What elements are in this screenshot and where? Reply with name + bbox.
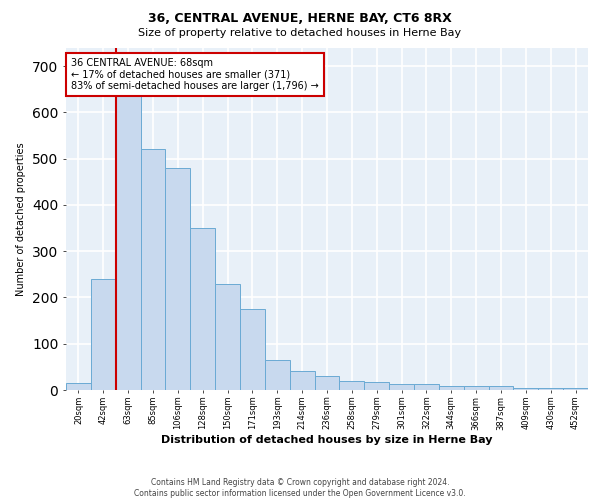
Bar (414, 384, 439, 390)
Bar (464, 386, 488, 390)
Bar (91, 279, 116, 390)
Bar (116, 76, 140, 390)
Bar (166, 168, 190, 390)
Bar (314, 376, 340, 390)
Text: Size of property relative to detached houses in Herne Bay: Size of property relative to detached ho… (139, 28, 461, 38)
Bar (190, 228, 215, 390)
Bar (439, 386, 464, 390)
Bar (389, 384, 414, 390)
X-axis label: Distribution of detached houses by size in Herne Bay: Distribution of detached houses by size … (161, 435, 493, 445)
Bar (240, 309, 265, 390)
Bar (488, 386, 514, 390)
Bar (364, 382, 389, 390)
Bar (563, 388, 588, 390)
Bar (66, 383, 91, 390)
Y-axis label: Number of detached properties: Number of detached properties (16, 142, 26, 296)
Bar (265, 360, 290, 390)
Bar (340, 380, 364, 390)
Bar (514, 388, 538, 390)
Text: Contains HM Land Registry data © Crown copyright and database right 2024.
Contai: Contains HM Land Registry data © Crown c… (134, 478, 466, 498)
Bar (538, 388, 563, 390)
Bar (215, 284, 240, 390)
Bar (140, 150, 166, 390)
Bar (290, 372, 314, 390)
Text: 36 CENTRAL AVENUE: 68sqm
← 17% of detached houses are smaller (371)
83% of semi-: 36 CENTRAL AVENUE: 68sqm ← 17% of detach… (71, 58, 319, 91)
Text: 36, CENTRAL AVENUE, HERNE BAY, CT6 8RX: 36, CENTRAL AVENUE, HERNE BAY, CT6 8RX (148, 12, 452, 26)
